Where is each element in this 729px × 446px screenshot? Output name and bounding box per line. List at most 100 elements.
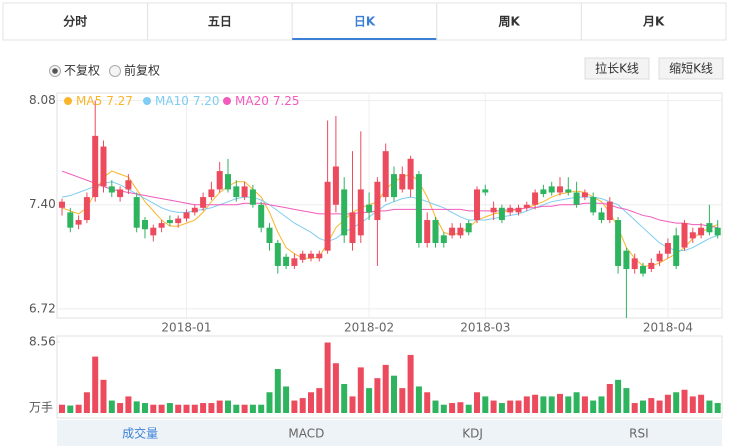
- legend-name: MA5: [76, 94, 102, 108]
- volume-bar: [581, 396, 588, 413]
- candle-body: [465, 223, 472, 233]
- candle-body: [274, 243, 281, 266]
- volume-bar: [133, 401, 140, 413]
- indicator-tab[interactable]: KDJ: [462, 427, 483, 441]
- volume-bar: [92, 356, 99, 413]
- candle-body: [366, 204, 373, 213]
- volume-bar: [399, 388, 406, 413]
- candle-body: [108, 186, 115, 193]
- button-label[interactable]: 拉长K线: [595, 61, 639, 76]
- candle-body: [349, 212, 356, 243]
- volume-bar: [548, 396, 555, 413]
- candle-body: [532, 192, 539, 205]
- legend-dot: [223, 97, 231, 105]
- volume-bar: [598, 396, 605, 413]
- candle-body: [515, 207, 522, 213]
- volume-bar: [366, 388, 373, 413]
- volume-bar: [208, 403, 215, 413]
- volume-bar: [482, 396, 489, 413]
- volume-bar: [100, 379, 107, 413]
- button[interactable]: [584, 57, 650, 80]
- volume-bar: [274, 369, 281, 413]
- candle-body: [581, 192, 588, 198]
- candle-body: [324, 181, 331, 251]
- candle-body: [216, 171, 223, 190]
- volume-bar: [266, 392, 273, 413]
- tab-label[interactable]: 周K: [498, 15, 520, 29]
- candle-body: [241, 186, 248, 198]
- candle-body: [698, 227, 705, 236]
- candle-body: [440, 235, 447, 243]
- candle-body: [200, 197, 207, 208]
- indicator-tab[interactable]: RSI: [629, 427, 649, 441]
- volume-bar: [698, 394, 705, 413]
- volume-bar: [681, 389, 688, 413]
- candle-body: [175, 218, 182, 224]
- tab[interactable]: [580, 2, 727, 41]
- candle-body: [507, 207, 514, 213]
- indicator-tab[interactable]: 成交量: [122, 426, 158, 441]
- candle-body: [233, 186, 240, 198]
- button[interactable]: [658, 57, 724, 80]
- volume-bar: [357, 367, 364, 413]
- volume-bar: [59, 404, 65, 413]
- volume-bar: [606, 383, 613, 413]
- tab-label[interactable]: 月K: [642, 15, 665, 29]
- volume-bar: [415, 386, 422, 413]
- legend-value: 7.20: [193, 94, 220, 108]
- indicator-tab[interactable]: MACD: [288, 427, 324, 441]
- candle-body: [249, 189, 256, 205]
- legend-value: 7.25: [273, 94, 300, 108]
- candle-body: [714, 227, 721, 236]
- candle-body: [191, 207, 198, 213]
- candle-body: [615, 220, 622, 266]
- volume-bar: [540, 396, 547, 413]
- tab-label[interactable]: 分时: [63, 14, 87, 29]
- radio[interactable]: [109, 65, 121, 77]
- button-label[interactable]: 缩短K线: [669, 61, 713, 76]
- candle-body: [590, 197, 597, 213]
- volume-bar: [308, 392, 314, 413]
- ma-line: [61, 181, 718, 252]
- legend-name: MA20: [235, 94, 269, 108]
- candle-body: [399, 174, 406, 190]
- candle-body: [557, 186, 563, 193]
- candle-body: [100, 146, 107, 187]
- volume-bar: [664, 394, 671, 413]
- volume-bar: [225, 400, 231, 413]
- candle-body: [299, 253, 306, 260]
- candle-body: [548, 186, 555, 193]
- candle-body: [474, 189, 480, 221]
- candle-body: [59, 201, 65, 208]
- candle-body: [598, 212, 605, 221]
- tab[interactable]: [291, 2, 438, 41]
- volume-bar: [656, 400, 663, 413]
- candle-body: [283, 256, 290, 266]
- tab[interactable]: [2, 2, 149, 41]
- radio-label[interactable]: 前复权: [124, 63, 160, 78]
- volume-bar: [158, 404, 165, 413]
- candle-body: [424, 220, 431, 243]
- y-tick-label: 6.72: [29, 301, 56, 315]
- tab-label[interactable]: 五日: [208, 15, 232, 29]
- y-tick-label: 8.56: [29, 335, 56, 349]
- volume-bar: [449, 403, 456, 413]
- volume-bar: [191, 404, 198, 413]
- indicator-bar: [57, 420, 722, 446]
- volume-bar: [490, 400, 497, 413]
- volume-bar: [515, 400, 522, 413]
- legend-value: 7.27: [106, 94, 133, 108]
- x-tick-label: 2018-04: [643, 321, 693, 335]
- candle-body: [67, 212, 74, 228]
- volume-bar: [183, 404, 190, 413]
- tab-label[interactable]: 日K: [354, 15, 376, 29]
- candle-body: [332, 166, 339, 205]
- candle-body: [92, 135, 99, 198]
- volume-bar: [640, 400, 646, 413]
- volume-bar: [689, 396, 696, 413]
- tab[interactable]: [147, 2, 293, 41]
- radio-label[interactable]: 不复权: [64, 64, 100, 78]
- candle-body: [664, 243, 671, 254]
- candle-body: [382, 151, 389, 198]
